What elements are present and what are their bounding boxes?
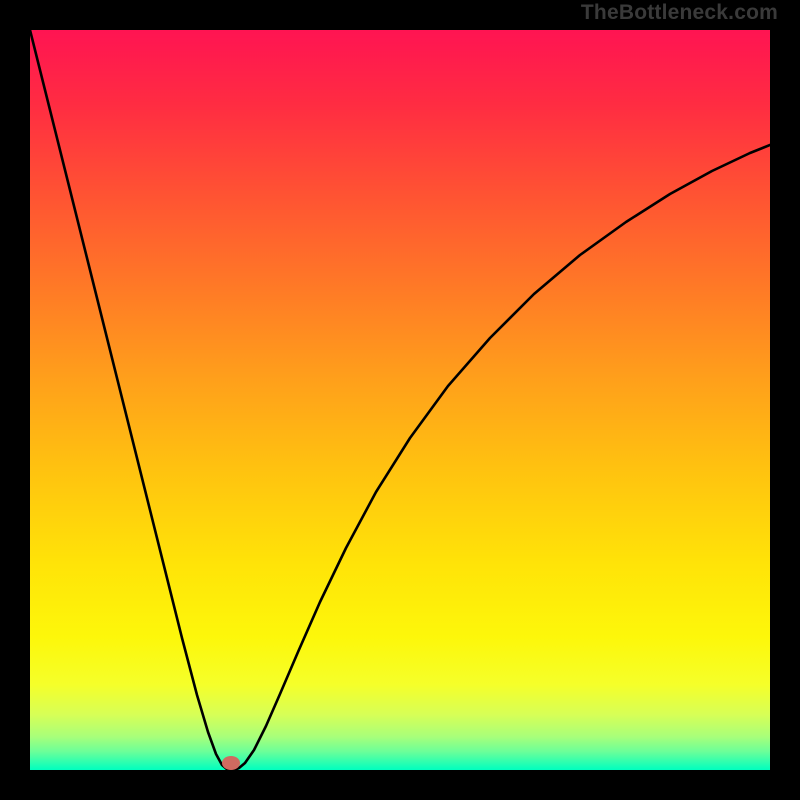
plot-area <box>30 30 770 770</box>
optimum-marker <box>222 756 240 770</box>
watermark-text: TheBottleneck.com <box>581 1 778 25</box>
chart-frame: TheBottleneck.com <box>0 0 800 800</box>
plot-svg <box>30 30 770 770</box>
gradient-background <box>30 30 770 770</box>
